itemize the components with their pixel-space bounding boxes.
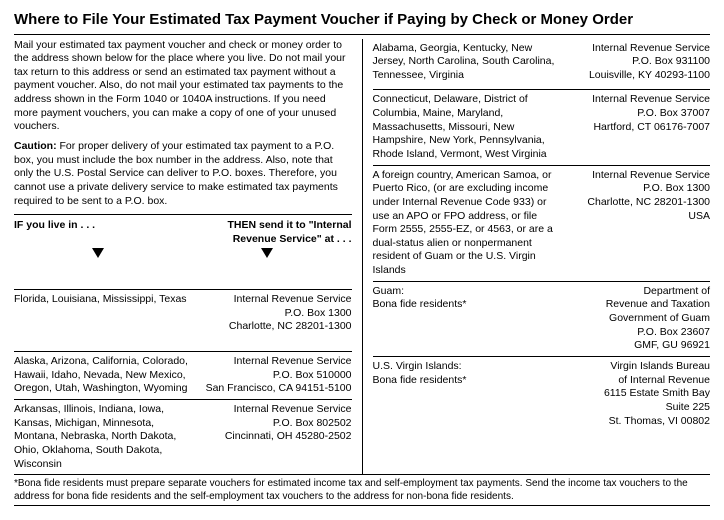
chevron-down-icon: [261, 248, 273, 258]
if-label: IF you live in . . .: [14, 219, 183, 233]
chevron-down-icon: [92, 248, 104, 258]
table-row: Connecticut, Delaware, District of Colum…: [373, 90, 711, 164]
address-cell: Internal Revenue ServiceP.O. Box 510000S…: [202, 355, 351, 396]
address-cell: Internal Revenue ServiceP.O. Box 1300Cha…: [202, 293, 351, 334]
table-row: Alabama, Georgia, Kentucky, New Jersey, …: [373, 39, 711, 86]
table-row: Florida, Louisiana, Mississippi, Texas I…: [14, 290, 352, 337]
left-column: Mail your estimated tax payment voucher …: [14, 39, 362, 475]
address-cell: Virgin Islands Bureauof Internal Revenue…: [561, 360, 710, 428]
then-label: THEN send it to "Internal Revenue Servic…: [183, 219, 352, 246]
right-column: Alabama, Georgia, Kentucky, New Jersey, …: [362, 39, 711, 475]
caution-body: For proper delivery of your estimated ta…: [14, 140, 338, 207]
location-cell: Florida, Louisiana, Mississippi, Texas: [14, 293, 202, 334]
location-cell: Connecticut, Delaware, District of Colum…: [373, 93, 561, 161]
location-cell: Arkansas, Illinois, Indiana, Iowa, Kansa…: [14, 403, 202, 471]
address-cell: Department ofRevenue and TaxationGovernm…: [561, 285, 710, 353]
location-cell: A foreign country, American Samoa, or Pu…: [373, 169, 561, 278]
address-cell: Internal Revenue ServiceP.O. Box 931100L…: [561, 42, 710, 83]
address-cell: Internal Revenue ServiceP.O. Box 37007Ha…: [561, 93, 710, 161]
rule: [14, 474, 710, 475]
footnote-text: *Bona fide residents must prepare separa…: [14, 477, 710, 503]
page-title: Where to File Your Estimated Tax Payment…: [14, 10, 710, 30]
if-then-header: IF you live in . . . THEN send it to "In…: [14, 219, 352, 246]
address-cell: Internal Revenue ServiceP.O. Box 802502C…: [202, 403, 351, 471]
caution-text: Caution: For proper delivery of your est…: [14, 140, 352, 208]
address-cell: Internal Revenue ServiceP.O. Box 1300Cha…: [561, 169, 710, 278]
table-row: Alaska, Arizona, California, Colorado, H…: [14, 352, 352, 399]
table-row: U.S. Virgin Islands:Bona fide residents*…: [373, 357, 711, 431]
caution-label: Caution:: [14, 140, 57, 152]
rule: [14, 214, 352, 215]
rule-bottom: [14, 505, 710, 506]
location-cell: U.S. Virgin Islands:Bona fide residents*: [373, 360, 561, 428]
rule-top: [14, 34, 710, 35]
table-row: A foreign country, American Samoa, or Pu…: [373, 166, 711, 281]
location-cell: Alaska, Arizona, California, Colorado, H…: [14, 355, 202, 396]
intro-text: Mail your estimated tax payment voucher …: [14, 39, 352, 134]
table-row: Arkansas, Illinois, Indiana, Iowa, Kansa…: [14, 400, 352, 474]
location-cell: Alabama, Georgia, Kentucky, New Jersey, …: [373, 42, 561, 83]
location-cell: Guam:Bona fide residents*: [373, 285, 561, 353]
table-row: Guam:Bona fide residents* Department ofR…: [373, 282, 711, 356]
